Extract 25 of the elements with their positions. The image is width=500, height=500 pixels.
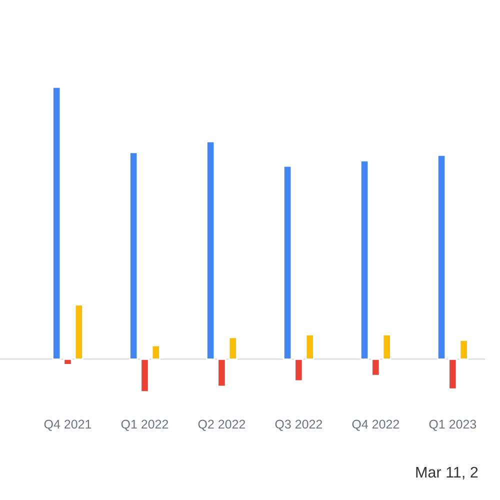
bar [360,160,370,360]
bar [129,152,138,360]
x-tick-label: Q1 2023 [429,420,476,431]
bar [74,304,84,360]
bar [52,86,62,360]
x-tick-label: Q2 2022 [198,420,246,431]
bar [151,344,160,360]
bar [448,358,458,390]
x-tick-label: Q4 2022 [352,420,400,431]
bar [305,334,314,360]
x-tick-label: Q4 2021 [44,420,92,431]
bar [459,339,468,360]
bar [371,358,380,376]
x-tick-label: Q1 2022 [121,420,168,431]
x-tick-label: Q3 2022 [275,420,322,431]
bar [228,336,238,360]
bar [294,358,304,382]
bar [140,358,150,393]
bar [436,154,446,360]
bar [282,165,292,360]
bar [63,358,72,366]
bar [382,334,392,360]
bar [217,358,226,388]
bar [206,140,216,360]
text: Mar 11, 2 [416,466,478,480]
